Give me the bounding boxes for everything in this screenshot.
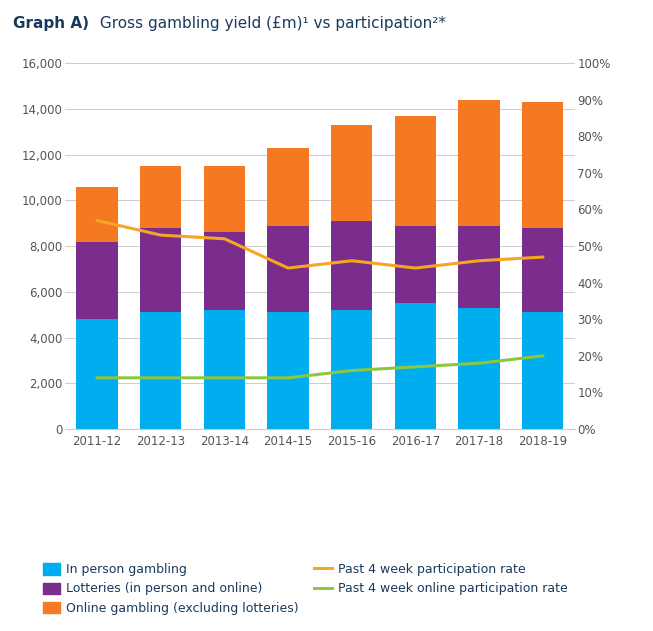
- Legend: In person gambling, Lotteries (in person and online), Online gambling (excluding: In person gambling, Lotteries (in person…: [39, 560, 571, 618]
- Bar: [331, 310, 372, 429]
- Bar: [76, 187, 118, 242]
- Bar: [204, 232, 245, 310]
- Bar: [140, 166, 182, 228]
- Bar: [76, 242, 118, 319]
- Bar: [331, 125, 372, 221]
- Bar: [522, 312, 564, 429]
- Bar: [458, 225, 500, 308]
- Bar: [522, 102, 564, 228]
- Bar: [458, 308, 500, 429]
- Bar: [522, 228, 564, 312]
- Bar: [204, 310, 245, 429]
- Bar: [268, 225, 309, 312]
- Bar: [140, 228, 182, 312]
- Bar: [204, 166, 245, 232]
- Bar: [76, 319, 118, 429]
- Bar: [458, 100, 500, 225]
- Bar: [140, 312, 182, 429]
- Bar: [395, 304, 436, 429]
- Bar: [331, 221, 372, 310]
- Bar: [268, 148, 309, 225]
- Bar: [395, 115, 436, 225]
- Bar: [268, 312, 309, 429]
- Text: Graph A): Graph A): [13, 16, 89, 31]
- Bar: [395, 225, 436, 304]
- Text: Gross gambling yield (£m)¹ vs participation²*: Gross gambling yield (£m)¹ vs participat…: [95, 16, 446, 31]
